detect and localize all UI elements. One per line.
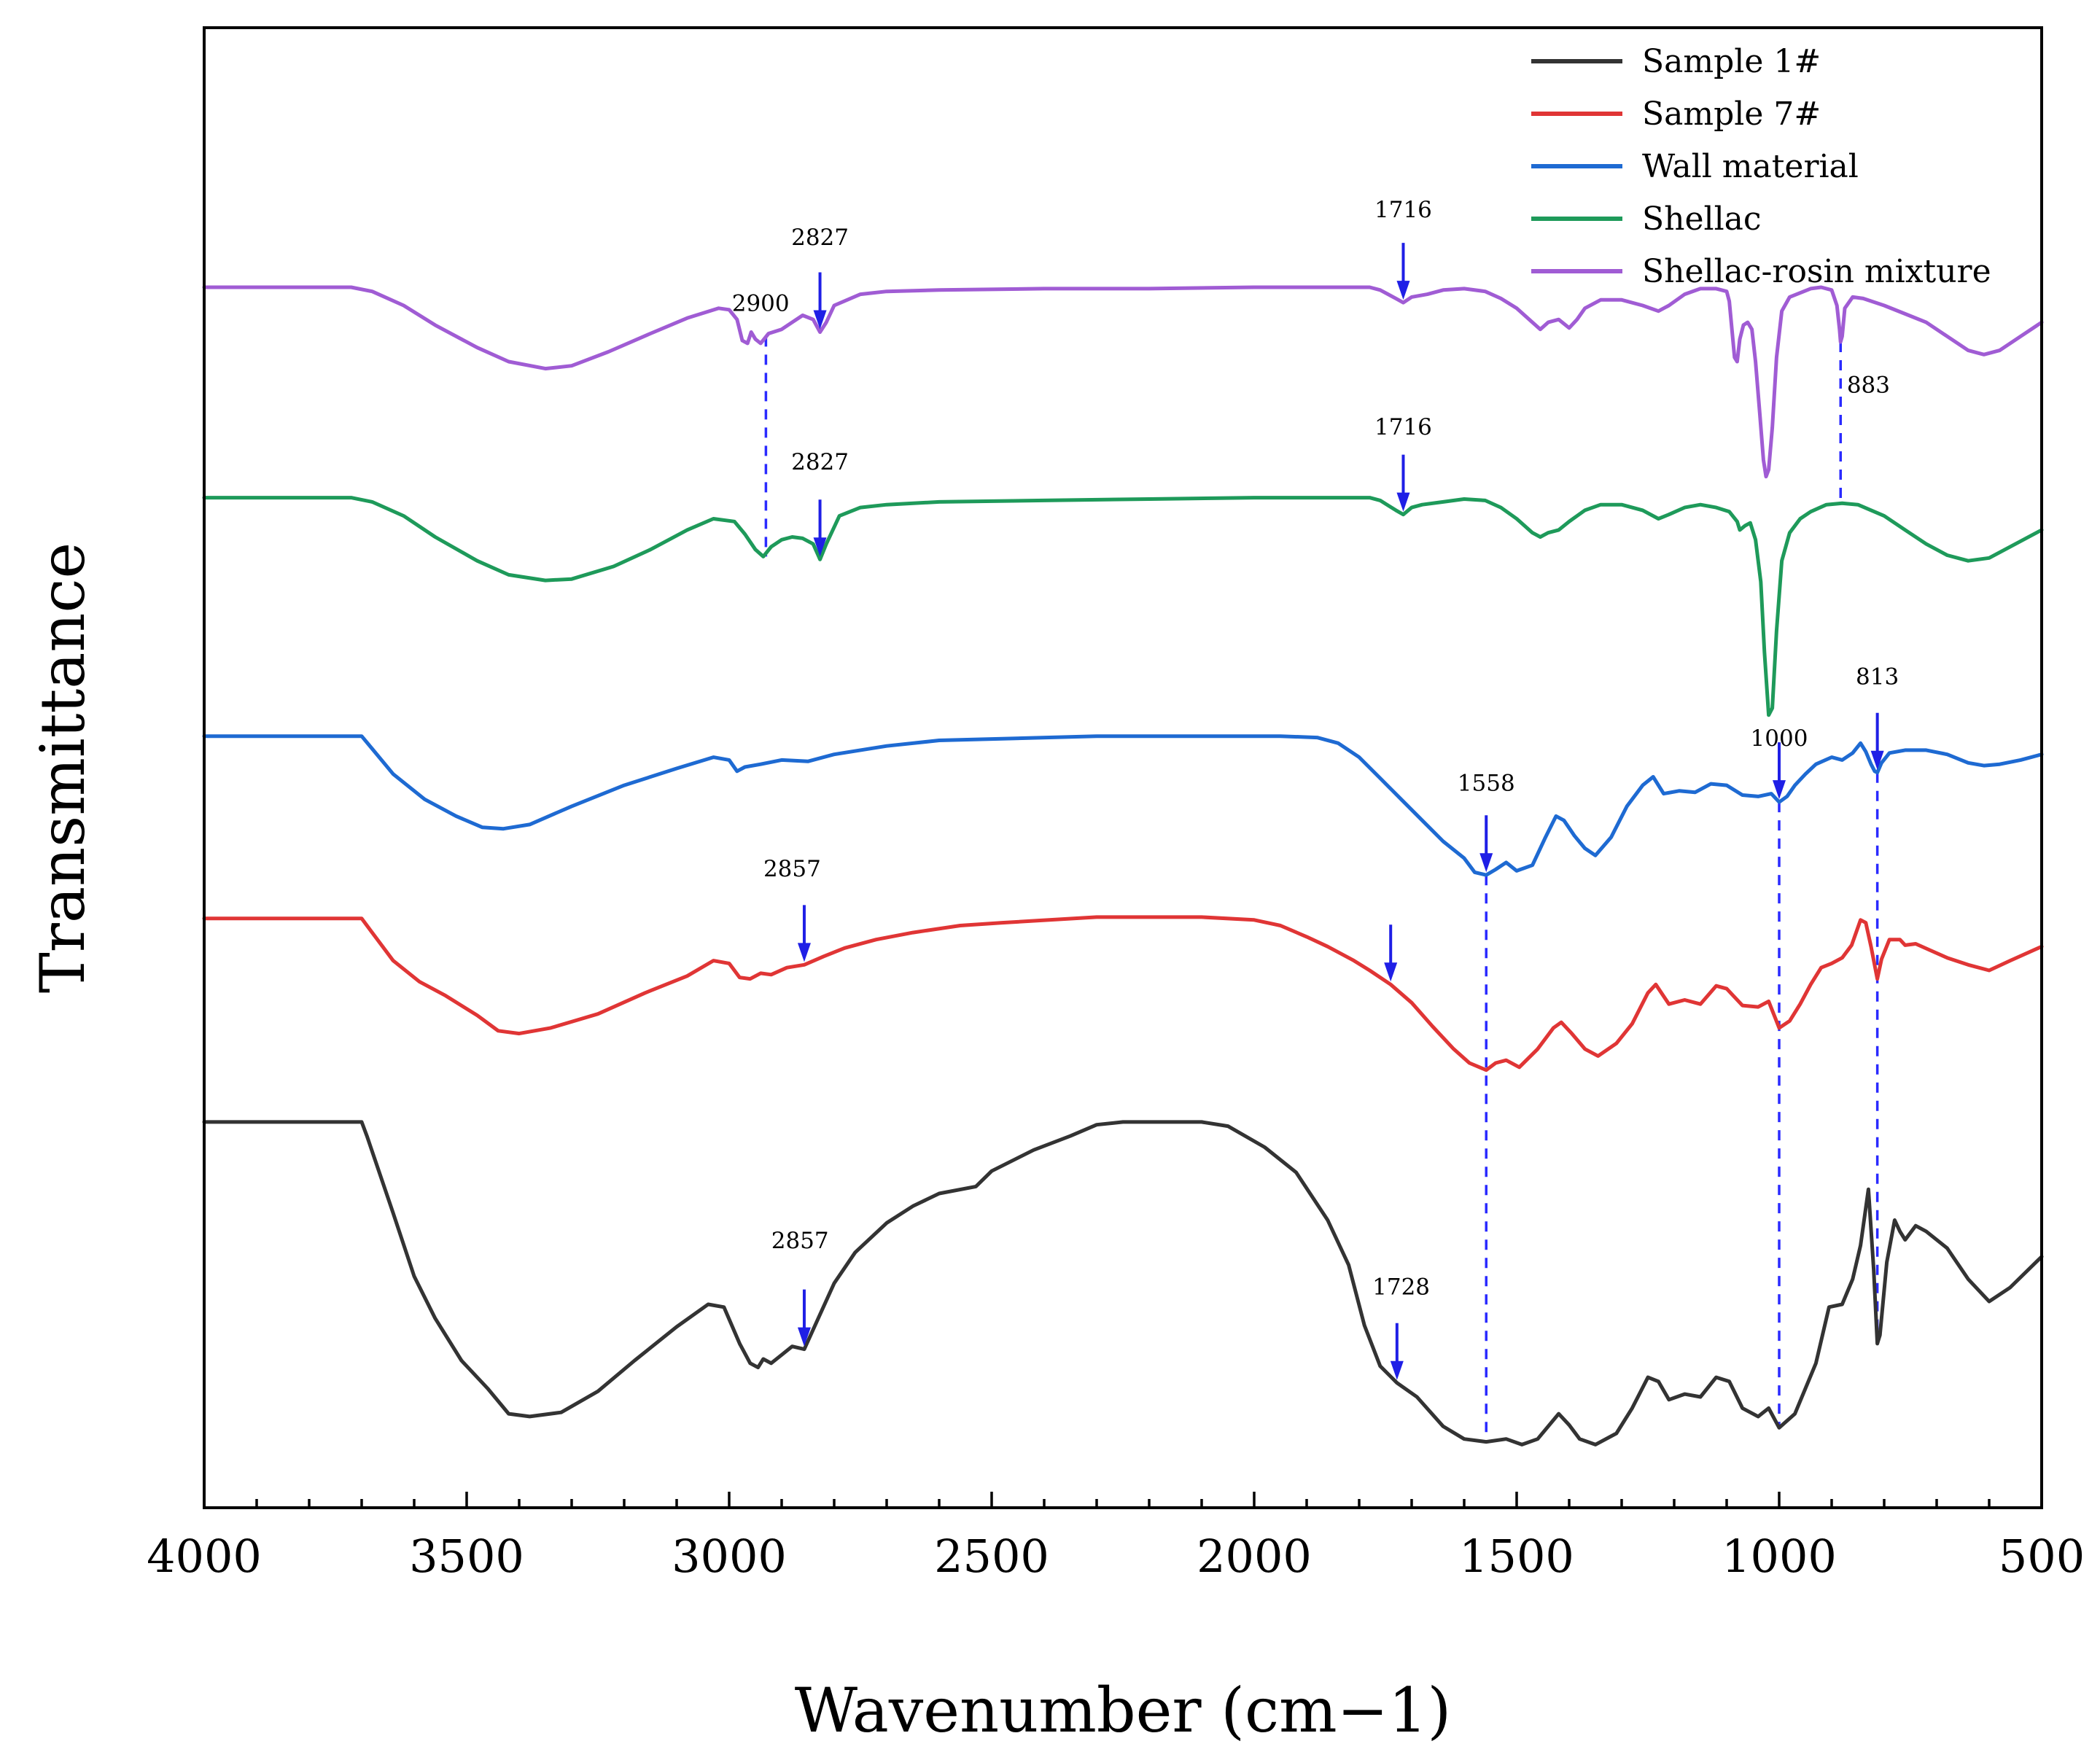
legend-label-shellac-rosin-mixture: Shellac-rosin mixture <box>1642 253 1991 290</box>
annotation-arrow-head-0 <box>813 310 827 330</box>
annotation-arrow-head-10 <box>1384 962 1398 982</box>
series-line-shellac <box>202 496 2044 717</box>
annotation-arrow-head-11 <box>797 1327 811 1347</box>
annotation-arrow-head-8 <box>1479 853 1493 873</box>
annotation-arrow-head-2 <box>1396 281 1410 300</box>
annotation-label-12: 1728 <box>1372 1274 1430 1301</box>
guide-lines <box>764 336 1879 1442</box>
x-tick-label-2: 3000 <box>672 1530 787 1583</box>
x-tick-label-4: 2000 <box>1197 1530 1312 1583</box>
x-axis-title: Wavenumber (cm−1) <box>795 1675 1452 1746</box>
annotation-arrow-head-12 <box>1390 1360 1404 1380</box>
peak-annotations: 2827 2900 1716 883 2827 1716 813 1000 1558 2857 28… <box>732 197 1899 1380</box>
legend-label-shellac: Shellac <box>1642 200 1762 238</box>
legend-label-sample-7: Sample 7# <box>1642 96 1821 133</box>
annotation-label-6: 813 <box>1856 664 1899 690</box>
annotation-label-8: 1558 <box>1458 771 1515 797</box>
legend-label-wall-material: Wall material <box>1642 148 1859 185</box>
annotation-label-2: 1716 <box>1374 197 1432 223</box>
annotation-label-9: 2857 <box>763 856 821 882</box>
annotation-label-4: 2827 <box>791 449 849 475</box>
annotation-label-3: 883 <box>1847 372 1890 398</box>
annotation-arrow-head-6 <box>1870 750 1884 770</box>
annotation-label-1: 2900 <box>732 291 790 317</box>
series-line-wall-material <box>202 734 2044 877</box>
annotation-arrow-head-9 <box>797 943 811 962</box>
annotation-label-5: 1716 <box>1374 414 1432 440</box>
annotation-label-11: 2857 <box>771 1228 829 1254</box>
series-line-sample-1 <box>202 1120 2044 1446</box>
x-tick-label-7: 500 <box>1999 1530 2085 1583</box>
x-tick-label-5: 1500 <box>1459 1530 1574 1583</box>
annotation-label-7: 1000 <box>1751 725 1808 752</box>
annotation-arrow-head-4 <box>813 537 827 557</box>
annotation-arrow-head-7 <box>1773 780 1786 800</box>
x-tick-label-0: 4000 <box>147 1530 262 1583</box>
spectra-series <box>202 285 2044 1446</box>
x-tick-label-1: 3500 <box>409 1530 524 1583</box>
series-line-sample-7 <box>202 915 2044 1072</box>
x-tick-label-3: 2500 <box>934 1530 1049 1583</box>
y-axis-title: Transmittance <box>27 542 98 993</box>
legend: Sample 1# Sample 7# Wall material Shellac Sh… <box>1531 43 1991 290</box>
plot-frame <box>203 26 2043 1509</box>
series-line-shellac-rosin-mixture <box>202 285 2044 479</box>
x-axis-ticks: 4000 3500 3000 2500 2000 1500 1000 500 <box>147 1492 2085 1583</box>
x-tick-label-6: 1000 <box>1722 1530 1837 1583</box>
annotation-arrow-head-5 <box>1396 492 1410 512</box>
annotation-label-0: 2827 <box>791 225 849 251</box>
legend-label-sample-1: Sample 1# <box>1642 43 1821 80</box>
